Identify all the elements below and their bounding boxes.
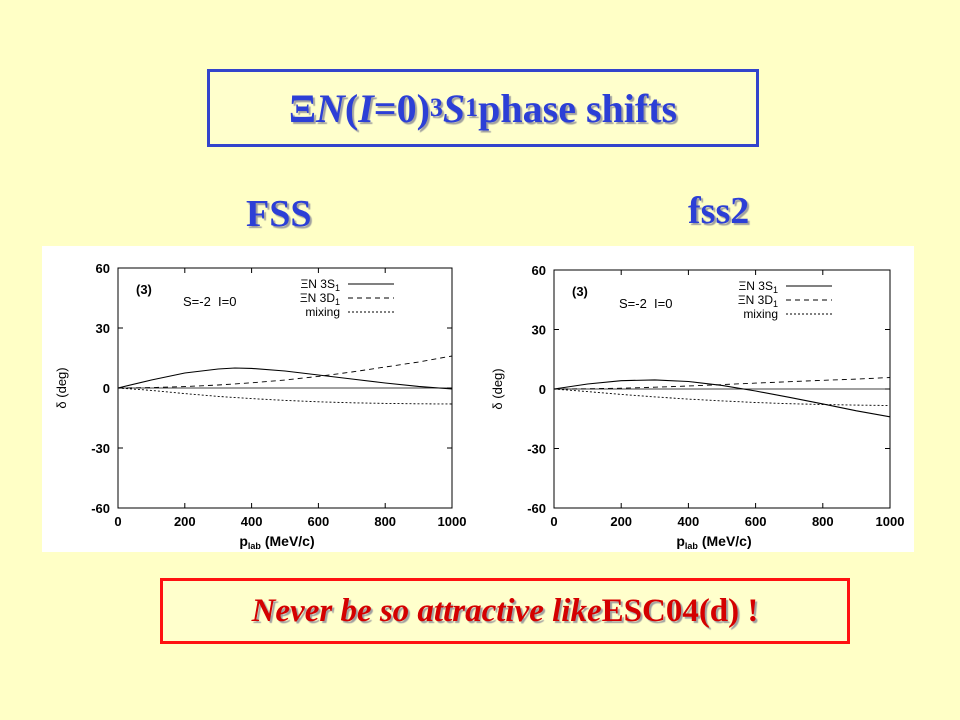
- y-tick-label-0: 60: [532, 263, 546, 278]
- legend-label-2: mixing: [743, 307, 778, 321]
- x-tick-label-0: 0: [114, 514, 121, 529]
- chart-left: 0 200 400 600 800 1000 60 30 0 -30 -60 δ (deg) plab …: [54, 261, 467, 551]
- legend-label-sub-1: 1: [335, 297, 340, 307]
- x-tick-label-5: 1000: [438, 514, 467, 529]
- x-axis-label-unit: (MeV/c): [698, 533, 752, 549]
- chart-panel-left: 0 200 400 600 800 1000 60 30 0 -30 -60 δ (deg) plab …: [42, 246, 480, 552]
- x-axis-label-main: p: [239, 533, 248, 549]
- x-tick-label-3: 600: [745, 514, 767, 529]
- x-tick-label-2: 400: [678, 514, 700, 529]
- panel-label: (3): [136, 282, 152, 297]
- legend-label-sub-0: 1: [335, 283, 340, 293]
- label-fss2: fss2: [688, 190, 750, 232]
- legend-label-name-0: ΞN 3S: [301, 277, 335, 291]
- title-paren-open: (: [344, 85, 359, 131]
- panel-label: (3): [572, 284, 588, 299]
- y-tick-label-0: 60: [96, 261, 110, 276]
- y-axis-label: δ (deg): [54, 367, 69, 408]
- legend-label-0: ΞN 3S1: [739, 279, 779, 295]
- series-line-2: [553, 388, 891, 406]
- legend-label-sub-0: 1: [773, 285, 778, 295]
- series-line-0: [117, 367, 453, 390]
- legend-label-name-2: mixing: [743, 307, 778, 321]
- panel-annotation: S=-2 I=0: [619, 296, 672, 311]
- title-i-label: I: [358, 85, 374, 131]
- chart-right: 0 200 400 600 800 1000 60 30 0 -30 -60 δ (deg) plab …: [490, 263, 905, 551]
- x-tick-label-2: 400: [241, 514, 263, 529]
- title-xi: Ξ: [288, 85, 316, 131]
- legend-label-name-1: ΞN 3D: [738, 293, 773, 307]
- title-s: S: [442, 85, 466, 131]
- y-tick-label-3: -30: [91, 441, 110, 456]
- series-line-1: [117, 355, 453, 389]
- label-fss: FSS: [246, 193, 312, 235]
- y-tick-label-2: 0: [103, 381, 110, 396]
- legend-label-name-1: ΞN 3D: [300, 291, 335, 305]
- x-tick-label-1: 200: [610, 514, 632, 529]
- legend-label-0: ΞN 3S1: [301, 277, 341, 293]
- conclusion-italic: Never be so attractive like: [251, 592, 602, 629]
- x-tick-label-0: 0: [550, 514, 557, 529]
- conclusion-plain: ESC04(d) !: [601, 592, 759, 629]
- x-axis-label-unit: (MeV/c): [261, 533, 315, 549]
- conclusion-box: Never be so attractive like ​ESC04(d) !: [160, 578, 850, 644]
- y-tick-label-4: -60: [527, 501, 546, 516]
- x-axis-label-main: p: [676, 533, 685, 549]
- y-tick-label-1: 30: [96, 321, 110, 336]
- y-axis-label: δ (deg): [490, 368, 505, 409]
- series-line-0: [553, 379, 891, 418]
- x-tick-label-1: 200: [174, 514, 196, 529]
- title-tail: phase shifts: [478, 85, 678, 131]
- x-tick-label-4: 800: [812, 514, 834, 529]
- legend-label-1: ΞN 3D1: [738, 293, 778, 309]
- x-tick-label-4: 800: [374, 514, 396, 529]
- x-axis-label: plab (MeV/c): [239, 533, 314, 551]
- legend-label-name-0: ΞN 3S: [739, 279, 773, 293]
- x-axis-label-sub: lab: [685, 541, 699, 551]
- chart-panel-right: 0 200 400 600 800 1000 60 30 0 -30 -60 δ (deg) plab …: [480, 246, 914, 552]
- title-n: N: [315, 85, 345, 131]
- series-line-1: [553, 377, 891, 390]
- y-tick-label-3: -30: [527, 442, 546, 457]
- legend-label-name-2: mixing: [305, 305, 340, 319]
- x-axis-label: plab (MeV/c): [676, 533, 751, 551]
- legend-label-sub-1: 1: [773, 299, 778, 309]
- y-tick-label-1: 30: [532, 323, 546, 338]
- legend-label-2: mixing: [305, 305, 340, 319]
- series-line-2: [117, 387, 453, 405]
- x-tick-label-5: 1000: [876, 514, 905, 529]
- x-tick-label-3: 600: [308, 514, 330, 529]
- title-eq-zero: =0): [373, 85, 430, 131]
- legend-label-1: ΞN 3D1: [300, 291, 340, 307]
- panel-annotation: S=-2 I=0: [183, 294, 236, 309]
- y-tick-label-2: 0: [539, 382, 546, 397]
- x-axis-label-sub: lab: [248, 541, 262, 551]
- y-tick-label-4: -60: [91, 501, 110, 516]
